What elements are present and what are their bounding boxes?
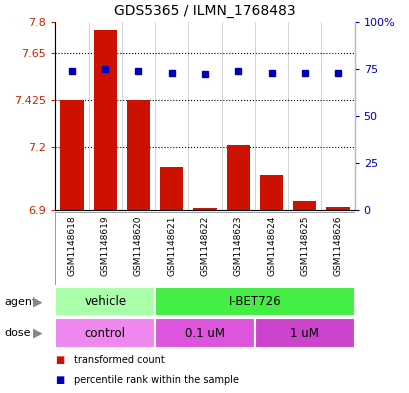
Bar bbox=[155, 287, 354, 316]
Bar bbox=[292, 201, 316, 210]
Text: dose: dose bbox=[4, 328, 31, 338]
Bar bbox=[226, 145, 249, 210]
Bar bbox=[259, 174, 283, 210]
Text: ■: ■ bbox=[55, 375, 65, 385]
Bar bbox=[155, 318, 254, 348]
Text: GSM1148618: GSM1148618 bbox=[67, 216, 76, 277]
Bar bbox=[193, 208, 216, 210]
Bar bbox=[126, 100, 150, 210]
Text: agent: agent bbox=[4, 297, 36, 307]
Text: GSM1148626: GSM1148626 bbox=[333, 216, 342, 276]
Text: ▶: ▶ bbox=[33, 327, 43, 340]
Bar bbox=[93, 30, 117, 210]
Text: ■: ■ bbox=[55, 356, 65, 365]
Text: transformed count: transformed count bbox=[74, 356, 164, 365]
Text: GSM1148620: GSM1148620 bbox=[134, 216, 143, 276]
Bar bbox=[55, 318, 155, 348]
Bar bbox=[55, 287, 155, 316]
Text: 1 uM: 1 uM bbox=[290, 327, 319, 340]
Text: GSM1148622: GSM1148622 bbox=[200, 216, 209, 276]
Bar bbox=[60, 100, 83, 210]
Text: GSM1148625: GSM1148625 bbox=[299, 216, 308, 276]
Text: control: control bbox=[85, 327, 126, 340]
Text: GSM1148624: GSM1148624 bbox=[266, 216, 275, 276]
Text: I-BET726: I-BET726 bbox=[228, 295, 281, 308]
Text: GSM1148619: GSM1148619 bbox=[101, 216, 110, 277]
Text: vehicle: vehicle bbox=[84, 295, 126, 308]
Bar bbox=[326, 207, 349, 210]
Text: GSM1148621: GSM1148621 bbox=[167, 216, 176, 276]
Bar bbox=[254, 318, 354, 348]
Text: percentile rank within the sample: percentile rank within the sample bbox=[74, 375, 238, 385]
Title: GDS5365 / ILMN_1768483: GDS5365 / ILMN_1768483 bbox=[114, 4, 295, 18]
Bar bbox=[160, 167, 183, 210]
Text: GSM1148623: GSM1148623 bbox=[233, 216, 242, 276]
Text: ▶: ▶ bbox=[33, 295, 43, 308]
Text: 0.1 uM: 0.1 uM bbox=[184, 327, 225, 340]
